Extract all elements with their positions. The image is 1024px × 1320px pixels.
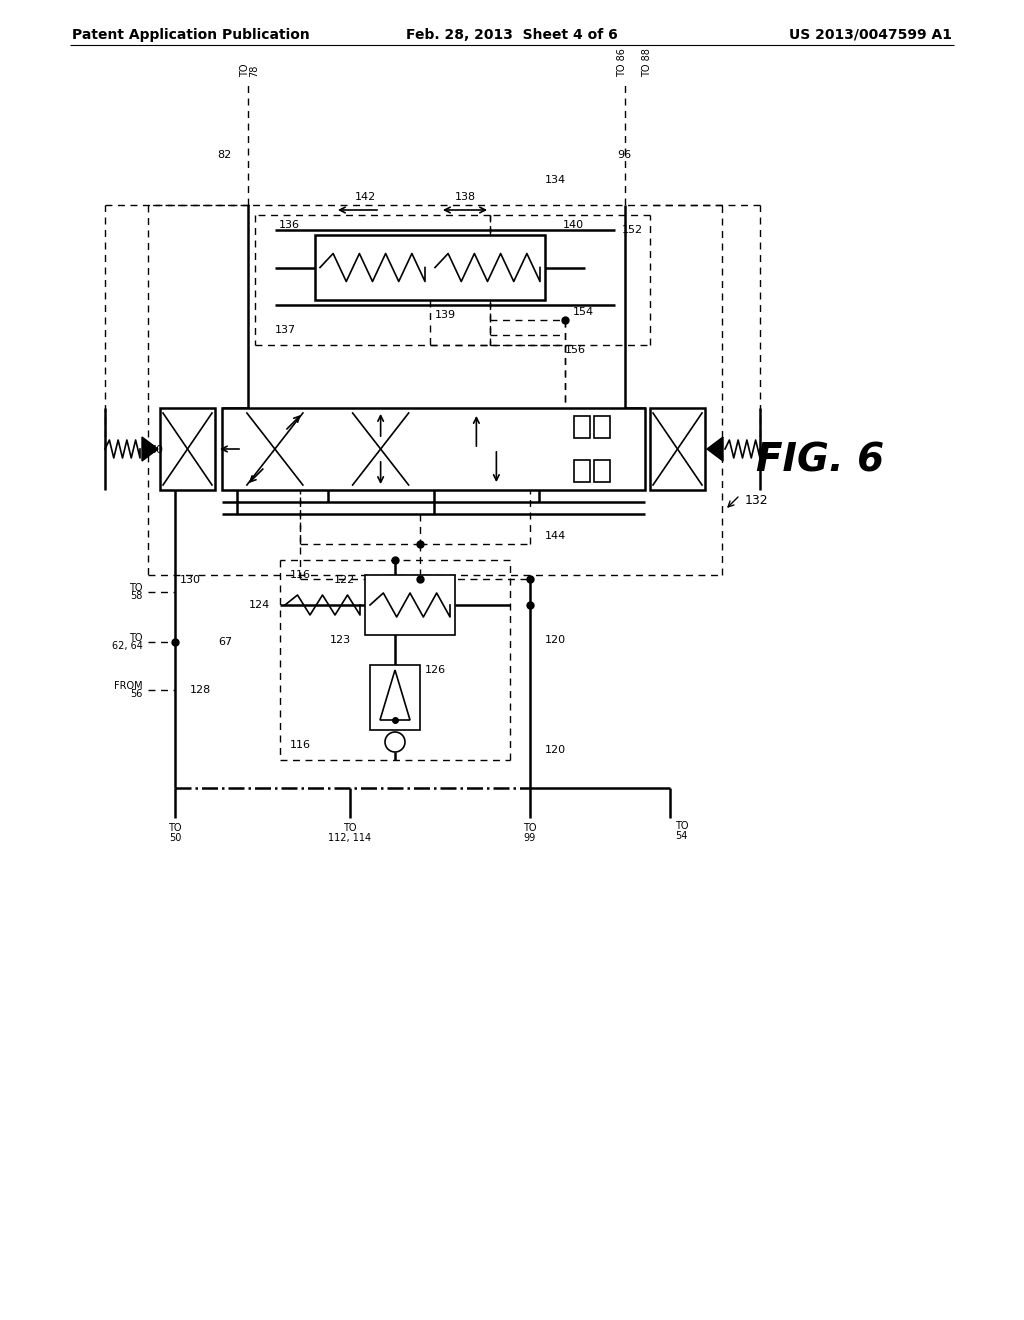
Text: TO: TO	[168, 822, 181, 833]
Text: 134: 134	[545, 176, 565, 185]
Bar	[222, 408, 645, 490]
Text: TO: TO	[343, 822, 356, 833]
Text: 139: 139	[434, 310, 456, 319]
Text: FROM: FROM	[115, 681, 143, 690]
Text: 142: 142	[354, 191, 376, 202]
Text: TO: TO	[675, 821, 688, 832]
Text: 56: 56	[131, 689, 143, 700]
Text: TO: TO	[240, 63, 250, 77]
Text: 152: 152	[622, 224, 643, 235]
Bar	[574, 459, 590, 482]
Bar	[160, 408, 215, 490]
Text: 112, 114: 112, 114	[329, 833, 372, 843]
Text: 126: 126	[425, 665, 446, 675]
Text: 82: 82	[218, 150, 232, 160]
Text: 96: 96	[617, 150, 631, 160]
Bar	[370, 665, 420, 730]
Text: 156: 156	[564, 345, 586, 355]
Text: 120: 120	[545, 744, 566, 755]
Text: 58: 58	[131, 591, 143, 601]
Text: FIG. 6: FIG. 6	[756, 441, 884, 479]
Text: US 2013/0047599 A1: US 2013/0047599 A1	[790, 28, 952, 42]
Text: TO 88: TO 88	[642, 48, 652, 77]
Text: 50: 50	[169, 833, 181, 843]
Text: 60: 60	[150, 445, 163, 455]
Text: 99: 99	[524, 833, 537, 843]
Text: TO: TO	[523, 822, 537, 833]
Text: 137: 137	[274, 325, 296, 335]
Bar	[650, 408, 705, 490]
Polygon shape	[707, 437, 723, 461]
Bar	[315, 235, 545, 300]
Text: 67: 67	[218, 638, 232, 647]
Bar	[594, 416, 610, 438]
Text: Feb. 28, 2013  Sheet 4 of 6: Feb. 28, 2013 Sheet 4 of 6	[407, 28, 617, 42]
Bar	[594, 459, 610, 482]
Text: Patent Application Publication: Patent Application Publication	[72, 28, 309, 42]
Text: 124: 124	[249, 601, 270, 610]
Text: TO 86: TO 86	[617, 48, 627, 77]
Bar	[574, 416, 590, 438]
Text: 54: 54	[675, 832, 687, 841]
Text: TO: TO	[129, 583, 143, 593]
Text: 120: 120	[545, 635, 566, 645]
Text: TO: TO	[129, 634, 143, 643]
Text: 130: 130	[180, 576, 201, 585]
Bar	[365, 576, 455, 635]
Text: 144: 144	[545, 531, 565, 541]
Text: 123: 123	[330, 635, 350, 645]
Text: 140: 140	[563, 220, 584, 230]
Text: 116: 116	[290, 741, 310, 750]
Polygon shape	[380, 671, 410, 719]
Circle shape	[385, 733, 406, 752]
Text: 136: 136	[279, 220, 300, 230]
Text: 122: 122	[334, 576, 355, 585]
Text: 132: 132	[745, 494, 769, 507]
Text: 128: 128	[189, 685, 211, 696]
Text: 116: 116	[290, 570, 310, 579]
Text: 78: 78	[249, 65, 259, 77]
Text: 62, 64: 62, 64	[112, 642, 143, 651]
Text: 154: 154	[572, 308, 594, 317]
Text: 138: 138	[455, 191, 475, 202]
Polygon shape	[142, 437, 158, 461]
